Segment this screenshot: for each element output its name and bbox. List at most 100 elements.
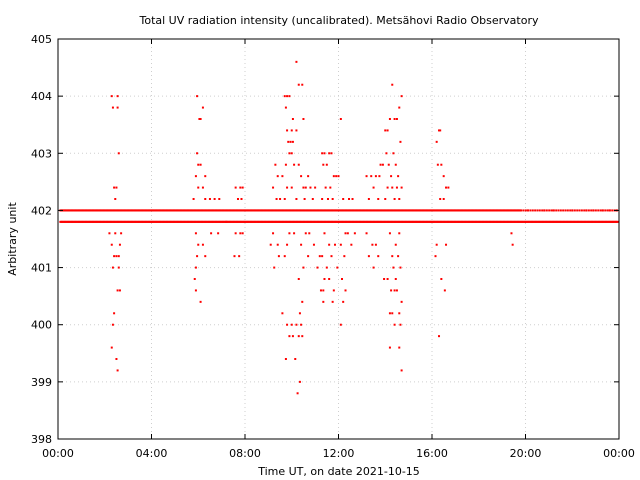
data-point xyxy=(443,289,446,292)
data-point xyxy=(234,232,237,235)
data-point xyxy=(510,232,513,235)
data-point xyxy=(110,95,113,98)
data-point xyxy=(199,118,202,120)
data-point xyxy=(328,152,331,155)
data-point xyxy=(531,209,534,212)
data-point xyxy=(194,266,197,269)
data-point xyxy=(284,106,287,109)
data-point xyxy=(606,209,609,212)
data-point xyxy=(576,209,579,212)
data-point xyxy=(201,186,204,189)
data-point xyxy=(298,312,301,315)
data-point xyxy=(120,232,123,235)
data-point xyxy=(330,255,333,258)
data-point xyxy=(301,83,304,86)
data-point xyxy=(294,358,297,360)
data-point xyxy=(395,186,398,189)
data-point xyxy=(434,255,437,258)
data-point xyxy=(115,255,118,258)
data-point xyxy=(281,175,284,178)
data-point xyxy=(604,209,607,212)
data-point xyxy=(388,346,391,349)
data-point xyxy=(241,232,244,235)
data-point xyxy=(442,198,445,200)
x-tick-label: 04:00 xyxy=(136,447,168,460)
data-point xyxy=(111,266,114,269)
data-point xyxy=(281,312,284,315)
data-point xyxy=(339,118,342,120)
data-point xyxy=(557,209,560,212)
data-point xyxy=(377,255,380,258)
data-point xyxy=(435,140,438,143)
data-point xyxy=(571,209,574,212)
data-point xyxy=(199,300,202,303)
data-point xyxy=(344,232,347,235)
data-point xyxy=(308,232,311,235)
data-point xyxy=(197,243,200,246)
data-point xyxy=(545,209,548,212)
data-point xyxy=(324,186,327,189)
data-point xyxy=(343,255,346,258)
data-point xyxy=(578,209,581,212)
y-axis-label: Arbitrary unit xyxy=(6,202,19,276)
data-point xyxy=(400,186,403,189)
data-point xyxy=(197,163,200,166)
data-point xyxy=(316,266,319,269)
data-point xyxy=(279,198,282,200)
data-point xyxy=(337,175,340,178)
data-point xyxy=(387,163,390,166)
data-point xyxy=(398,106,401,109)
data-point xyxy=(275,198,278,200)
data-point xyxy=(318,255,321,258)
data-point xyxy=(325,163,328,166)
y-tick-label: 399 xyxy=(31,376,52,389)
data-point xyxy=(297,335,300,338)
data-point xyxy=(371,243,374,246)
data-point xyxy=(118,289,121,292)
data-point xyxy=(599,209,602,212)
data-point xyxy=(386,186,389,189)
y-tick-label: 403 xyxy=(31,147,52,160)
data-point xyxy=(394,163,397,166)
data-point xyxy=(392,152,395,155)
data-point xyxy=(611,209,614,212)
data-point xyxy=(332,175,335,178)
data-point xyxy=(388,232,391,235)
data-point xyxy=(438,129,441,132)
data-point xyxy=(301,335,304,338)
data-point xyxy=(398,312,401,315)
data-point xyxy=(196,95,199,98)
data-point xyxy=(108,232,111,235)
data-point xyxy=(295,60,298,63)
data-point xyxy=(367,255,370,258)
data-point xyxy=(213,198,216,200)
x-tick-label: 08:00 xyxy=(229,447,261,460)
data-point xyxy=(399,140,402,143)
data-point xyxy=(276,175,279,178)
data-point xyxy=(302,186,305,189)
data-point xyxy=(330,152,333,155)
data-point xyxy=(353,232,356,235)
data-point xyxy=(399,323,402,326)
data-point xyxy=(201,243,204,246)
data-point xyxy=(585,209,588,212)
data-point xyxy=(573,209,576,212)
data-point xyxy=(395,118,398,120)
data-point xyxy=(204,198,207,200)
data-point xyxy=(210,232,213,235)
data-point xyxy=(288,95,291,98)
data-point xyxy=(283,95,286,98)
data-point xyxy=(287,140,290,143)
data-point xyxy=(562,209,565,212)
data-point xyxy=(286,95,289,98)
data-point xyxy=(276,243,279,246)
data-point xyxy=(536,209,539,212)
data-point xyxy=(435,243,438,246)
data-point xyxy=(322,289,325,292)
y-tick-label: 402 xyxy=(31,204,52,217)
data-point xyxy=(307,255,310,258)
data-point xyxy=(590,209,593,212)
y-tick-label: 404 xyxy=(31,90,52,103)
data-point xyxy=(597,209,600,212)
data-point xyxy=(365,232,368,235)
